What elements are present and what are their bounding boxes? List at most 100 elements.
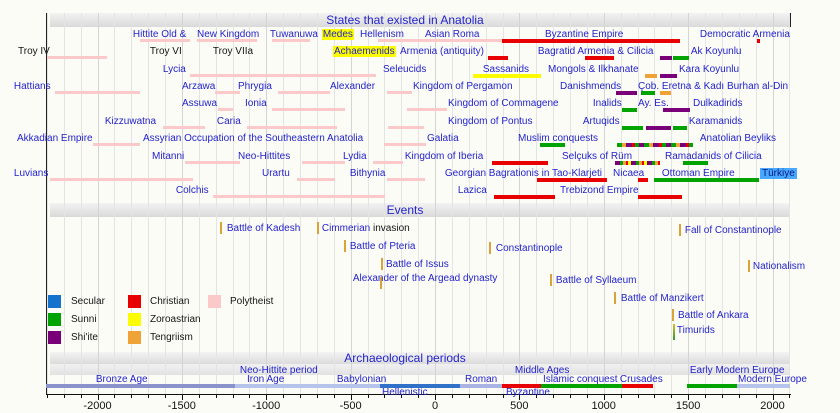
state-label-trebizond-empire[interactable]: Trebizond Empire (560, 185, 639, 197)
state-label-akkadian-empire[interactable]: Akkadian Empire (17, 133, 93, 145)
archaeology-period-roman[interactable]: Roman (465, 374, 498, 385)
state-label-neo-hittites[interactable]: Neo-Hittites (238, 150, 291, 162)
x-axis-tick (738, 395, 740, 398)
timeline-bar-pink (272, 108, 346, 112)
state-label-ak-koyunlu[interactable]: Ak Koyunlu (690, 46, 742, 58)
gridline (485, 13, 487, 394)
state-label-georgian-bagrationis-in-tao-klarjeti[interactable]: Georgian Bagrationis in Tao-Klarjeti (444, 167, 603, 179)
state-label-assyrian-occupation-of-the-southeastern-anatolia[interactable]: Assyrian Occupation of the Southeastern … (143, 133, 364, 145)
state-label-sel-uks-of-r-m[interactable]: Selçuks of Rüm (562, 150, 633, 162)
timeline-bar-pink (377, 39, 502, 42)
x-axis-tick (165, 395, 166, 398)
state-label-kingdom-of-pergamon[interactable]: Kingdom of Pergamon (413, 81, 513, 93)
state-label-lycia[interactable]: Lycia (162, 63, 186, 75)
archaeology-period-bronze-age[interactable]: Bronze Age (95, 374, 148, 385)
archaeology-era-middle-ages[interactable]: Middle Ages (514, 364, 570, 376)
state-label-ramadanids-of-cilicia[interactable]: Ramadanids of Cilicia (665, 150, 762, 162)
archaeology-period-crusades[interactable]: Crusades (619, 374, 663, 385)
plot-left-border (46, 13, 47, 395)
archaeology-period-byzantine[interactable]: Byzantine (506, 387, 550, 398)
state-label-tuwanuwa[interactable]: Tuwanuwa (269, 29, 318, 40)
state-label-kara-koyunlu[interactable]: Kara Koyunlu (679, 63, 740, 75)
state-label-danishmends[interactable]: Danishmends (560, 81, 622, 93)
state-label-galatia[interactable]: Galatia (427, 133, 459, 145)
state-label-achaemenids[interactable]: Achaemenids (333, 46, 396, 58)
state-label-ionia[interactable]: Ionia (245, 98, 267, 110)
state-label-seleucids[interactable]: Seleucids (383, 63, 427, 75)
state-label-troy-iv: Troy IV (18, 46, 50, 58)
state-label-colchis[interactable]: Colchis (175, 185, 209, 197)
event-label-timurids[interactable]: Timurids (676, 325, 715, 336)
state-label-kingdom-of-pontus[interactable]: Kingdom of Pontus (448, 115, 533, 127)
state-label-anatolian-beyliks[interactable]: Anatolian Beyliks (699, 133, 777, 145)
timeline-bar-green (654, 177, 759, 182)
x-axis-label: 2000 (760, 400, 785, 412)
x-axis-tick (620, 395, 622, 398)
timeline-bar-pink (302, 160, 345, 164)
state-label-luvians[interactable]: Luvians (13, 167, 49, 179)
timeline-bar-yellow (472, 73, 541, 78)
event-label-battle-of-syllaeum[interactable]: Battle of Syllaeum (555, 275, 637, 286)
state-label-ay-es[interactable]: Ay. Es. (638, 98, 669, 110)
state-label-ottoman-empire[interactable]: Ottoman Empire (661, 167, 735, 179)
state-label-muslim-conquests[interactable]: Muslim conquests (518, 133, 599, 145)
state-label-mitanni[interactable]: Mitanni (152, 150, 185, 162)
event-label-alexander-of-the-argead-dynasty[interactable]: Alexander of the Argead dynasty (352, 273, 498, 284)
event-label-cimmerian[interactable]: Cimmerian invasion (321, 223, 410, 234)
state-label-armenia-antiquity[interactable]: Armenia (antiquity) (400, 46, 484, 58)
event-label-battle-of-ankara[interactable]: Battle of Ankara (678, 310, 749, 321)
event-tick-nationalism (748, 260, 750, 272)
state-label-phrygia[interactable]: Phrygia (238, 81, 272, 93)
state-label-dulkadirids[interactable]: Dulkadirids (693, 98, 743, 110)
archaeology-era-early-modern-europe[interactable]: Early Modern Europe (689, 364, 785, 376)
event-label-battle-of-pteria[interactable]: Battle of Pteria (349, 241, 416, 252)
state-label-lydia[interactable]: Lydia (343, 150, 367, 162)
state-label-lazica[interactable]: Lazica (457, 185, 487, 197)
state-label-arzawa[interactable]: Arzawa (182, 81, 216, 93)
state-label-democratic-armenia[interactable]: Democratic Armenia (699, 29, 790, 40)
state-label-assuwa[interactable]: Assuwa (182, 98, 218, 110)
archaeology-period-babylonian[interactable]: Babylonian (336, 374, 387, 385)
state-label-caria[interactable]: Caria (216, 115, 241, 127)
state-label-inalids[interactable]: Inalids (592, 98, 622, 110)
state-label-hellenism[interactable]: Hellenism (360, 29, 404, 40)
state-label-karamanids[interactable]: Karamanids (688, 115, 743, 127)
legend-label-sunni: Sunni (71, 314, 97, 325)
state-label-nicaea[interactable]: Nicaea (613, 167, 645, 179)
state-label-bithynia[interactable]: Bithynia (349, 167, 386, 179)
state-label-hittite-old[interactable]: Hittite Old & (132, 29, 187, 40)
state-label-asian-roma[interactable]: Asian Roma (425, 29, 480, 40)
state-label-kingdom-of-iberia[interactable]: Kingdom of Iberia (404, 150, 484, 162)
state-label-urartu[interactable]: Urartu (262, 167, 290, 179)
archaeology-period-modern-europe[interactable]: Modern Europe (738, 374, 807, 385)
archaeology-period-iron-age[interactable]: Iron Age (247, 374, 285, 385)
state-label-hattians[interactable]: Hattians (13, 81, 51, 93)
x-axis-tick (468, 395, 470, 398)
event-label-battle-of-manzikert[interactable]: Battle of Manzikert (620, 293, 704, 304)
x-axis-tick (705, 395, 706, 398)
legend-swatch-christian (128, 295, 141, 308)
state-label-mongols-ilkhanate[interactable]: Mongols & Ilkhanate (548, 63, 639, 75)
gridline (654, 13, 656, 394)
state-label-kizzuwatna[interactable]: Kizzuwatna (104, 115, 157, 127)
archaeology-period-hellenistic[interactable]: Hellenistic (382, 387, 428, 398)
state-label-ob-eretna-kad-burhan-al-din[interactable]: Çob. Eretna & Kadı Burhan al-Din (638, 81, 789, 93)
state-label-byzantine-empire[interactable]: Byzantine Empire (545, 29, 624, 40)
event-label-nationalism[interactable]: Nationalism (752, 261, 806, 272)
state-label-new-kingdom[interactable]: New Kingdom (197, 29, 260, 40)
event-label-constantinople[interactable]: Constantinople (495, 243, 563, 254)
state-label-alexander[interactable]: Alexander (330, 81, 376, 93)
event-label-fall-of-constantinople[interactable]: Fall of Constantinople (684, 225, 782, 236)
event-label-battle-of-kadesh[interactable]: Battle of Kadesh (226, 223, 301, 234)
event-label-battle-of-issus[interactable]: Battle of Issus (386, 259, 449, 270)
state-label-kingdom-of-commagene[interactable]: Kingdom of Commagene (448, 98, 559, 110)
archaeology-period-islamic-conquest[interactable]: Islamic conquest (543, 374, 618, 385)
state-label-artuqids[interactable]: Artuqids (582, 115, 620, 127)
archaeology-era-neo-hittite-period[interactable]: Neo-Hittite period (239, 364, 318, 376)
state-label-bagratid-armenia-cilicia[interactable]: Bagratid Armenia & Cilicia (537, 46, 654, 58)
state-label-medes[interactable]: Medes (321, 29, 354, 40)
state-label-t-rkiye[interactable]: Türkiye (760, 167, 797, 179)
state-label-sassanids[interactable]: Sassanids (482, 63, 530, 75)
timeline-bar-green (621, 108, 637, 113)
